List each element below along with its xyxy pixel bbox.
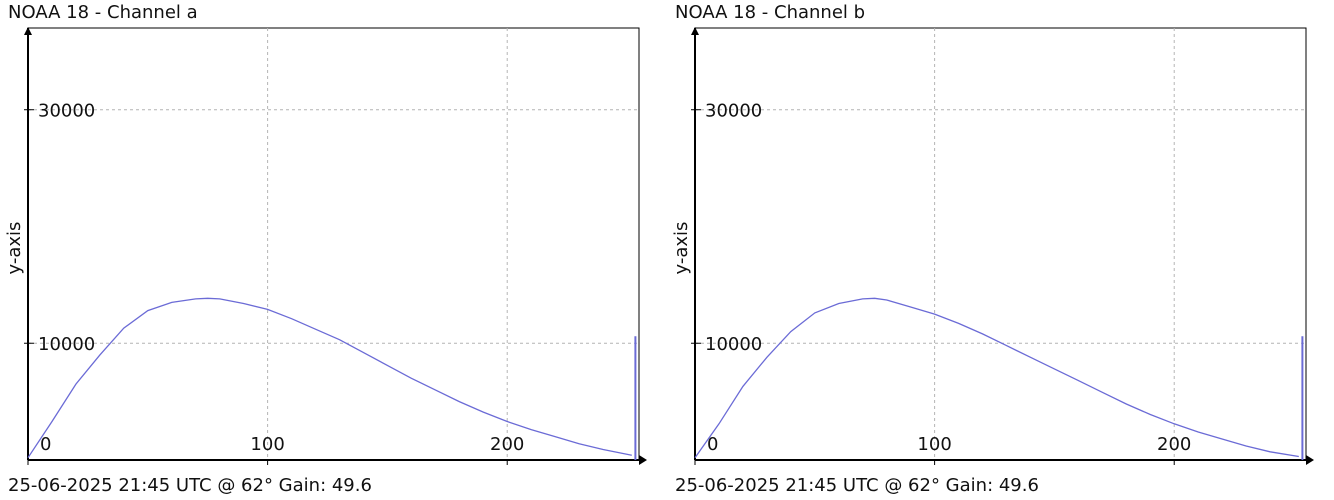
- x-tick-label: 100: [250, 434, 284, 455]
- x-tick-label: 100: [917, 434, 951, 455]
- x-axis-arrow: [639, 455, 647, 465]
- x-tick-label: 0: [40, 434, 51, 455]
- y-tick-label: 10000: [705, 334, 762, 355]
- chart-panel-channel-b: NOAA 18 - Channel b 0 100 200 10000 30000 y-a…: [667, 0, 1334, 500]
- chart-footer: 25-06-2025 21:45 UTC @ 62° Gain: 49.6: [675, 475, 1039, 496]
- y-axis-arrow: [24, 27, 32, 35]
- y-tick-label: 10000: [38, 334, 95, 355]
- x-tick-label: 200: [490, 434, 524, 455]
- chart-plot-channel-a: 0 100 200 10000 30000 y-axis: [4, 27, 647, 465]
- x-tick-label: 200: [1157, 434, 1191, 455]
- y-axis-label: y-axis: [4, 222, 25, 275]
- y-tick-label: 30000: [38, 101, 95, 122]
- x-axis-arrow: [1306, 455, 1314, 465]
- chart-title: NOAA 18 - Channel b: [675, 2, 866, 23]
- series-line: [694, 297, 1299, 459]
- x-tick-label: 0: [707, 434, 718, 455]
- y-axis-arrow: [691, 27, 699, 35]
- plot-frame: [27, 27, 640, 461]
- y-tick-label: 30000: [705, 101, 762, 122]
- chart-plot-channel-b: 0 100 200 10000 30000 y-axis: [671, 27, 1314, 465]
- y-axis-label: y-axis: [671, 222, 692, 275]
- plot-frame: [694, 27, 1307, 461]
- chart-title: NOAA 18 - Channel a: [8, 2, 198, 23]
- chart-footer: 25-06-2025 21:45 UTC @ 62° Gain: 49.6: [8, 475, 372, 496]
- chart-panel-channel-a: NOAA 18 - Channel a 0 100 200 10000 30000 y-a…: [4, 2, 647, 496]
- series-line: [27, 297, 632, 459]
